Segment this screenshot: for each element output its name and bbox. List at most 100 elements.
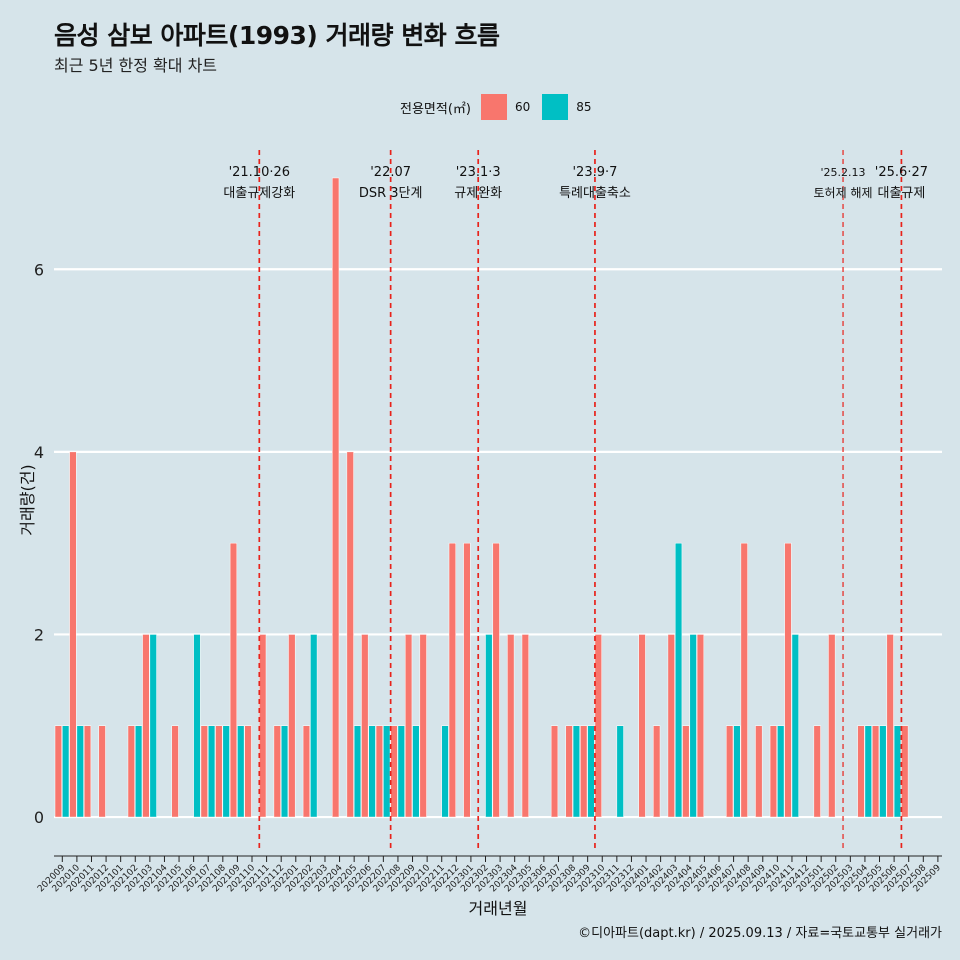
bar-60-202502 <box>828 634 836 818</box>
bar-85-202411 <box>791 634 799 818</box>
bar-60-202303 <box>492 542 500 818</box>
bar-85-202302 <box>485 634 493 818</box>
bar-85-202209 <box>412 725 420 818</box>
bar-60-202202 <box>302 725 311 818</box>
bar-60-202402 <box>653 725 661 818</box>
y-tick-label-6: 6 <box>34 260 44 279</box>
bar-85-202505 <box>879 725 887 818</box>
bar-60-202309 <box>580 725 588 818</box>
chart-title: 음성 삼보 아파트(1993) 거래량 변화 흐름 <box>54 21 500 50</box>
event-name-label: 대출규제 <box>877 186 925 201</box>
bar-60-202308 <box>565 725 573 818</box>
chart-subtitle: 최근 5년 한정 확대 차트 <box>54 56 218 75</box>
bar-60-202409 <box>755 725 763 818</box>
bar-60-202301 <box>463 542 471 818</box>
event-date-label: '22.07 <box>370 165 411 180</box>
bar-85-202009 <box>62 725 70 818</box>
bar-60-202108 <box>215 725 223 818</box>
bar-60-202210 <box>419 634 427 818</box>
bar-60-202206 <box>361 634 369 818</box>
bar-60-202504 <box>857 725 865 818</box>
legend-swatch-85 <box>542 94 569 120</box>
bar-60-202408 <box>740 542 748 818</box>
source-caption: ©디아파트(dapt.kr) / 2025.09.13 / 자료=국토교통부 실… <box>578 926 942 941</box>
bar-85-202205 <box>353 725 362 818</box>
y-tick-label-2: 2 <box>34 625 44 644</box>
bar-60-202209 <box>404 634 413 818</box>
bar-60-202205 <box>346 451 354 818</box>
bar-60-202505 <box>871 725 880 818</box>
bar-85-202404 <box>689 634 697 818</box>
bar-60-202207 <box>375 725 383 818</box>
y-tick-label-0: 0 <box>34 808 44 827</box>
bar-85-202311 <box>616 725 624 818</box>
bar-85-202107 <box>207 725 216 818</box>
bar-60-202507 <box>901 725 909 818</box>
bar-85-202211 <box>441 725 449 818</box>
bar-60-202410 <box>769 725 778 818</box>
bar-60-202011 <box>83 725 92 818</box>
legend-swatch-60 <box>480 94 507 120</box>
legend-label-85: 85 <box>576 100 592 114</box>
bar-85-202102 <box>135 725 143 818</box>
bar-85-202206 <box>368 725 376 818</box>
bar-60-202404 <box>682 725 690 818</box>
bar-60-202012 <box>98 725 106 818</box>
bar-85-202208 <box>397 725 405 818</box>
y-tick-label-4: 4 <box>34 443 44 462</box>
bar-60-202407 <box>726 725 734 818</box>
bar-60-202112 <box>273 725 281 818</box>
bar-85-202403 <box>674 542 683 818</box>
bar-60-202401 <box>638 634 646 818</box>
event-date-label: '25.6·27 <box>875 165 928 180</box>
bar-60-202103 <box>142 634 150 818</box>
bar-60-202212 <box>448 542 456 818</box>
bar-60-202403 <box>667 634 675 818</box>
event-name-label: 토허제 해제 <box>814 186 873 200</box>
bar-60-202305 <box>521 634 529 818</box>
bar-85-202506 <box>893 725 902 818</box>
bar-60-202307 <box>550 725 559 818</box>
bar-60-202310 <box>594 634 602 818</box>
bar-85-202308 <box>572 725 581 818</box>
bar-85-202309 <box>587 725 595 818</box>
event-name-label: 대출규제강화 <box>223 186 295 201</box>
bar-60-202304 <box>507 634 515 818</box>
bar-60-202105 <box>171 725 179 818</box>
bar-60-202405 <box>696 634 705 818</box>
event-date-label: '23.1·3 <box>456 165 501 180</box>
x-axis-title: 거래년월 <box>469 899 528 918</box>
event-name-label: DSR 3단계 <box>359 186 423 201</box>
event-name-label: 규제완화 <box>454 186 502 201</box>
legend-title: 전용면적(㎡) <box>400 101 471 117</box>
bar-85-202103 <box>149 634 157 818</box>
bar-60-202010 <box>69 451 77 818</box>
bar-85-202108 <box>222 725 230 818</box>
bar-60-202107 <box>200 725 208 818</box>
bar-60-202204 <box>332 177 340 818</box>
bar-85-202207 <box>383 725 391 818</box>
bar-60-202111 <box>259 634 267 818</box>
event-date-label: '23.9·7 <box>572 165 617 180</box>
bar-85-202407 <box>733 725 741 818</box>
bar-85-202202 <box>310 634 318 818</box>
bar-85-202504 <box>864 725 872 818</box>
bar-85-202410 <box>777 725 785 818</box>
event-name-label: 특례대출축소 <box>559 186 631 201</box>
event-date-label: '21.10·26 <box>229 165 290 180</box>
bar-60-202201 <box>288 634 296 818</box>
event-date-label: '25.2.13 <box>821 166 866 179</box>
bar-60-202501 <box>813 725 821 818</box>
bar-60-202110 <box>244 725 252 818</box>
bar-60-202009 <box>54 725 62 818</box>
bar-60-202411 <box>784 542 792 818</box>
bar-60-202102 <box>127 725 135 818</box>
bar-85-202106 <box>193 634 201 818</box>
bar-60-202506 <box>886 634 894 818</box>
bar-60-202109 <box>229 542 238 818</box>
legend: 전용면적(㎡) 60 85 <box>400 92 604 122</box>
bar-60-202208 <box>390 725 398 818</box>
y-axis-title: 거래량(건) <box>18 464 37 535</box>
bar-85-202112 <box>280 725 289 818</box>
